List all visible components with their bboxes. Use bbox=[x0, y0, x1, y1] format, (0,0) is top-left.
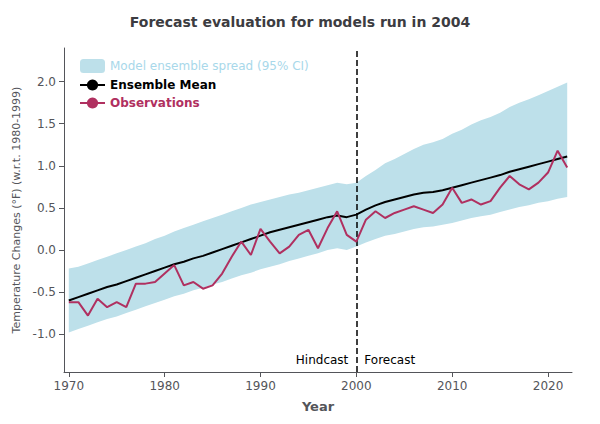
svg-text:1.5: 1.5 bbox=[37, 117, 56, 131]
svg-text:Ensemble Mean: Ensemble Mean bbox=[110, 78, 216, 92]
svg-text:Observations: Observations bbox=[110, 96, 200, 110]
svg-text:2020: 2020 bbox=[533, 379, 564, 393]
svg-text:-1.0: -1.0 bbox=[33, 327, 56, 341]
svg-text:Temperature Changes (°F) (w.r.: Temperature Changes (°F) (w.r.t. 1980-19… bbox=[10, 87, 23, 335]
svg-text:0.0: 0.0 bbox=[37, 243, 56, 257]
svg-text:0.5: 0.5 bbox=[37, 201, 56, 215]
svg-text:2.0: 2.0 bbox=[37, 75, 56, 89]
svg-text:2010: 2010 bbox=[437, 379, 468, 393]
svg-text:1980: 1980 bbox=[149, 379, 180, 393]
svg-text:2000: 2000 bbox=[341, 379, 372, 393]
svg-text:-0.5: -0.5 bbox=[33, 285, 56, 299]
svg-text:1990: 1990 bbox=[245, 379, 276, 393]
svg-text:Year: Year bbox=[301, 399, 335, 414]
svg-text:1970: 1970 bbox=[54, 379, 85, 393]
svg-text:1.0: 1.0 bbox=[37, 159, 56, 173]
svg-text:Model ensemble spread (95% CI): Model ensemble spread (95% CI) bbox=[110, 59, 309, 73]
svg-text:Forecast evaluation for models: Forecast evaluation for models run in 20… bbox=[130, 14, 471, 30]
svg-text:Hindcast: Hindcast bbox=[296, 353, 349, 367]
svg-text:Forecast: Forecast bbox=[364, 353, 415, 367]
